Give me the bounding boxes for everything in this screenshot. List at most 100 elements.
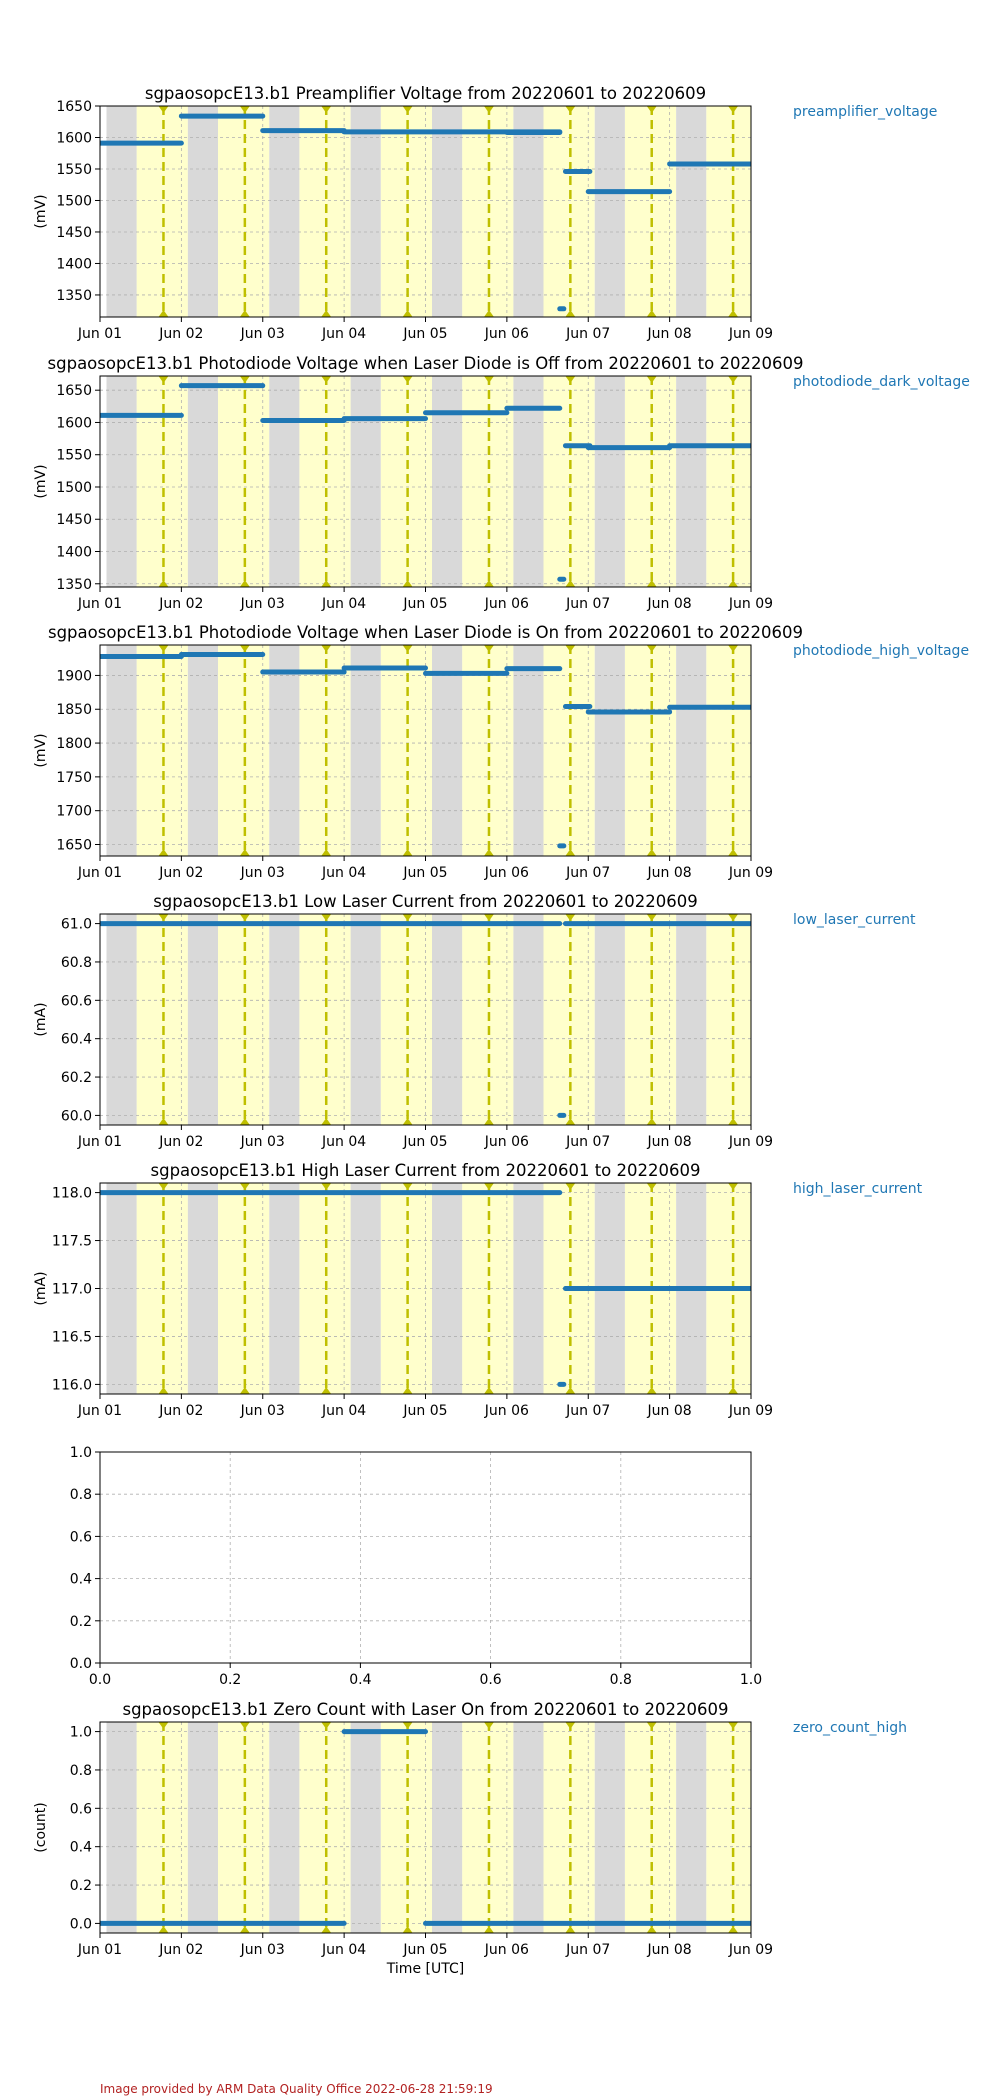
y-tick-label: 1650: [56, 838, 92, 854]
x-tick-label: Jun 06: [484, 1403, 529, 1419]
y-tick-label: 117.0: [52, 1282, 92, 1298]
marker-triangle-bottom: [239, 849, 250, 856]
y-tick-label: 0.2: [70, 1614, 92, 1630]
marker-triangle-bottom: [483, 1387, 494, 1394]
x-tick-label: Jun 07: [565, 865, 610, 881]
marker-triangle-bottom: [158, 580, 169, 587]
x-tick-label: Jun 01: [77, 1403, 122, 1419]
x-tick-label: Jun 09: [728, 596, 773, 612]
y-axis-label: (mA): [33, 1271, 49, 1305]
y-tick-label: 60.0: [61, 1108, 92, 1124]
chart-panel-3: 1650 1700 1750 1800 1850 1900 Jun 01 Jun 02 Jun …: [33, 623, 969, 881]
marker-triangle-top: [239, 645, 250, 652]
x-tick-label: Jun 06: [484, 326, 529, 342]
marker-triangle-bottom: [483, 310, 494, 317]
noon-markers: [158, 1183, 739, 1394]
x-tick-label: Jun 09: [728, 326, 773, 342]
x-tick-label: Jun 04: [321, 1942, 366, 1958]
marker-triangle-top: [483, 914, 494, 921]
marker-triangle-top: [239, 1722, 250, 1729]
marker-triangle-bottom: [728, 1118, 739, 1125]
day-band: [706, 106, 751, 317]
marker-triangle-top: [239, 106, 250, 113]
grid-lines: [99, 1451, 752, 1664]
marker-triangle-bottom: [565, 849, 576, 856]
night-band: [106, 1722, 137, 1933]
marker-triangle-top: [321, 376, 332, 383]
y-tick-label: 0.6: [70, 1529, 92, 1545]
y-tick-label: 1400: [56, 545, 92, 561]
night-band: [676, 1722, 707, 1933]
marker-triangle-top: [402, 914, 413, 921]
night-band: [350, 1722, 381, 1933]
x-tick-label: Jun 03: [240, 596, 285, 612]
marker-triangle-bottom: [565, 1387, 576, 1394]
marker-triangle-top: [565, 1183, 576, 1190]
marker-triangle-bottom: [239, 1387, 250, 1394]
night-band: [187, 645, 218, 856]
x-tick-label: Jun 03: [240, 1942, 285, 1958]
y-tick-label: 1650: [56, 383, 92, 399]
x-tick-label: Jun 04: [321, 1403, 366, 1419]
marker-triangle-bottom: [483, 1926, 494, 1933]
marker-triangle-top: [728, 914, 739, 921]
y-tick-label: 1350: [56, 577, 92, 593]
marker-triangle-bottom: [158, 1118, 169, 1125]
x-tick-label: Jun 01: [77, 1134, 122, 1150]
day-band: [706, 376, 751, 587]
x-tick-label: Jun 08: [647, 326, 692, 342]
marker-triangle-top: [646, 106, 657, 113]
marker-triangle-top: [646, 645, 657, 652]
noon-markers: [158, 914, 739, 1125]
x-tick-label: Jun 05: [402, 1403, 447, 1419]
y-tick-label: 0.4: [70, 1572, 92, 1588]
data-series: [100, 921, 751, 1118]
y-tick-label: 60.6: [61, 993, 92, 1009]
data-series: [100, 383, 751, 582]
marker-triangle-top: [483, 376, 494, 383]
marker-triangle-top: [646, 914, 657, 921]
night-band: [432, 106, 463, 317]
x-tick-label: Jun 01: [77, 865, 122, 881]
night-band: [269, 376, 300, 587]
marker-triangle-top: [158, 645, 169, 652]
marker-triangle-bottom: [646, 1387, 657, 1394]
marker-triangle-top: [402, 1722, 413, 1729]
y-tick-label: 0.0: [70, 1916, 92, 1932]
night-band: [106, 914, 137, 1125]
marker-triangle-top: [158, 106, 169, 113]
night-band: [676, 645, 707, 856]
data-series: [100, 1729, 751, 1926]
night-band: [269, 1722, 300, 1933]
marker-triangle-bottom: [646, 580, 657, 587]
variable-name-label: high_laser_current: [793, 1181, 923, 1197]
marker-triangle-bottom: [728, 1387, 739, 1394]
marker-triangle-top: [402, 1183, 413, 1190]
x-tick-label: Jun 05: [402, 596, 447, 612]
day-band: [706, 1722, 751, 1933]
marker-triangle-bottom: [728, 849, 739, 856]
x-tick-label: Jun 01: [77, 326, 122, 342]
marker-triangle-top: [321, 914, 332, 921]
x-tick-label: Jun 05: [402, 326, 447, 342]
day-band: [706, 645, 751, 856]
y-tick-label: 1750: [56, 770, 92, 786]
night-band: [269, 645, 300, 856]
x-tick-label: 1.0: [740, 1672, 762, 1688]
chart-panel-7: 0.0 0.2 0.4 0.6 0.8 1.0 Jun 01 Jun 02 Jun 03 Jun …: [33, 1700, 907, 1977]
marker-triangle-bottom: [321, 310, 332, 317]
x-tick-label: 0.0: [89, 1672, 111, 1688]
y-axis-label: (mV): [33, 194, 49, 228]
x-tick-label: Jun 09: [728, 1942, 773, 1958]
chart-title: sgpaosopcE13.b1 Preamplifier Voltage fro…: [145, 84, 706, 103]
x-tick-label: Jun 04: [321, 1134, 366, 1150]
marker-triangle-top: [565, 1722, 576, 1729]
y-tick-label: 1450: [56, 225, 92, 241]
night-band: [676, 376, 707, 587]
y-tick-label: 0.8: [70, 1763, 92, 1779]
y-tick-label: 1900: [56, 668, 92, 684]
y-tick-label: 117.5: [52, 1234, 92, 1250]
y-tick-label: 1850: [56, 702, 92, 718]
night-band: [187, 914, 218, 1125]
y-tick-label: 60.4: [61, 1032, 92, 1048]
